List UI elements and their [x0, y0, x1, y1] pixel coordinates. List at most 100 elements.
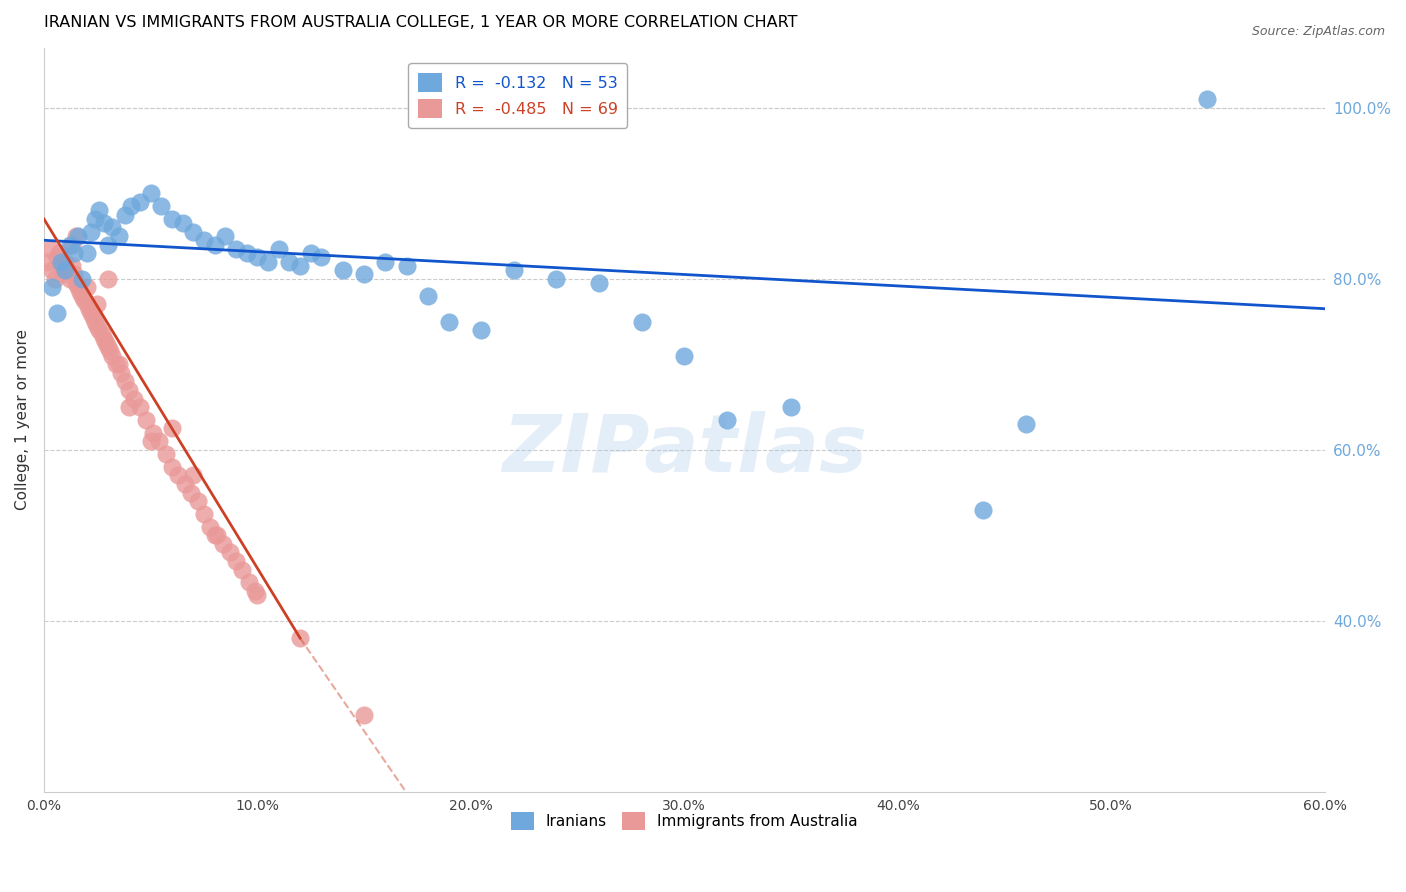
Point — [67, 229, 90, 244]
Point — [114, 375, 136, 389]
Text: IRANIAN VS IMMIGRANTS FROM AUSTRALIA COLLEGE, 1 YEAR OR MORE CORRELATION CHART: IRANIAN VS IMMIGRANTS FROM AUSTRALIA COL… — [44, 15, 797, 30]
Point — [135, 413, 157, 427]
Point — [470, 323, 492, 337]
Point — [45, 251, 67, 265]
Point — [395, 259, 418, 273]
Point — [630, 314, 652, 328]
Point — [73, 293, 96, 307]
Point — [105, 357, 128, 371]
Point — [502, 263, 524, 277]
Point — [107, 357, 129, 371]
Point — [212, 537, 235, 551]
Point — [60, 259, 83, 273]
Point — [45, 306, 67, 320]
Point — [218, 545, 240, 559]
Point — [82, 310, 104, 325]
Point — [84, 211, 107, 226]
Point — [62, 246, 84, 260]
Point — [180, 485, 202, 500]
Point — [52, 268, 75, 282]
Point — [588, 276, 610, 290]
Point — [246, 588, 269, 602]
Point — [716, 413, 738, 427]
Point — [48, 246, 70, 260]
Point — [76, 297, 98, 311]
Point — [129, 194, 152, 209]
Point — [97, 272, 120, 286]
Point — [311, 251, 333, 265]
Point — [62, 268, 84, 282]
Point — [257, 254, 280, 268]
Point — [76, 280, 98, 294]
Point — [235, 246, 257, 260]
Point — [214, 229, 236, 244]
Point — [278, 254, 301, 268]
Point — [332, 263, 354, 277]
Point — [53, 254, 76, 268]
Point — [205, 528, 228, 542]
Point — [53, 263, 76, 277]
Point — [41, 263, 63, 277]
Point — [245, 584, 267, 599]
Point — [118, 400, 141, 414]
Point — [155, 447, 177, 461]
Point — [72, 272, 94, 286]
Point — [193, 507, 215, 521]
Point — [86, 297, 108, 311]
Point — [120, 199, 142, 213]
Point — [94, 335, 117, 350]
Point — [101, 220, 124, 235]
Point — [546, 272, 568, 286]
Point — [101, 349, 124, 363]
Point — [76, 246, 98, 260]
Point — [80, 225, 103, 239]
Point — [65, 229, 87, 244]
Point — [200, 520, 222, 534]
Point — [89, 323, 111, 337]
Point — [160, 459, 183, 474]
Point — [416, 289, 439, 303]
Point — [972, 502, 994, 516]
Point — [288, 259, 311, 273]
Point — [139, 434, 162, 449]
Legend: Iranians, Immigrants from Australia: Iranians, Immigrants from Australia — [505, 805, 865, 837]
Point — [114, 208, 136, 222]
Point — [93, 216, 115, 230]
Point — [148, 434, 170, 449]
Point — [353, 268, 375, 282]
Point — [193, 233, 215, 247]
Point — [374, 254, 396, 268]
Point — [673, 349, 696, 363]
Point — [60, 237, 83, 252]
Point — [167, 468, 190, 483]
Point — [225, 242, 247, 256]
Point — [150, 199, 173, 213]
Point — [97, 237, 120, 252]
Point — [204, 528, 226, 542]
Point — [72, 289, 94, 303]
Y-axis label: College, 1 year or more: College, 1 year or more — [15, 329, 30, 510]
Point — [246, 251, 269, 265]
Point — [98, 344, 121, 359]
Point — [1197, 92, 1219, 106]
Point — [181, 225, 204, 239]
Point — [1015, 417, 1038, 432]
Point — [69, 285, 91, 299]
Point — [90, 327, 112, 342]
Point — [225, 554, 247, 568]
Point — [56, 263, 79, 277]
Point — [41, 280, 63, 294]
Point — [353, 708, 375, 723]
Point — [439, 314, 461, 328]
Point — [238, 575, 260, 590]
Point — [204, 237, 226, 252]
Point — [181, 468, 204, 483]
Point — [231, 563, 253, 577]
Point — [65, 276, 87, 290]
Point — [122, 392, 145, 406]
Point — [67, 280, 90, 294]
Point — [299, 246, 322, 260]
Point — [110, 366, 132, 380]
Point — [187, 494, 209, 508]
Point — [86, 318, 108, 333]
